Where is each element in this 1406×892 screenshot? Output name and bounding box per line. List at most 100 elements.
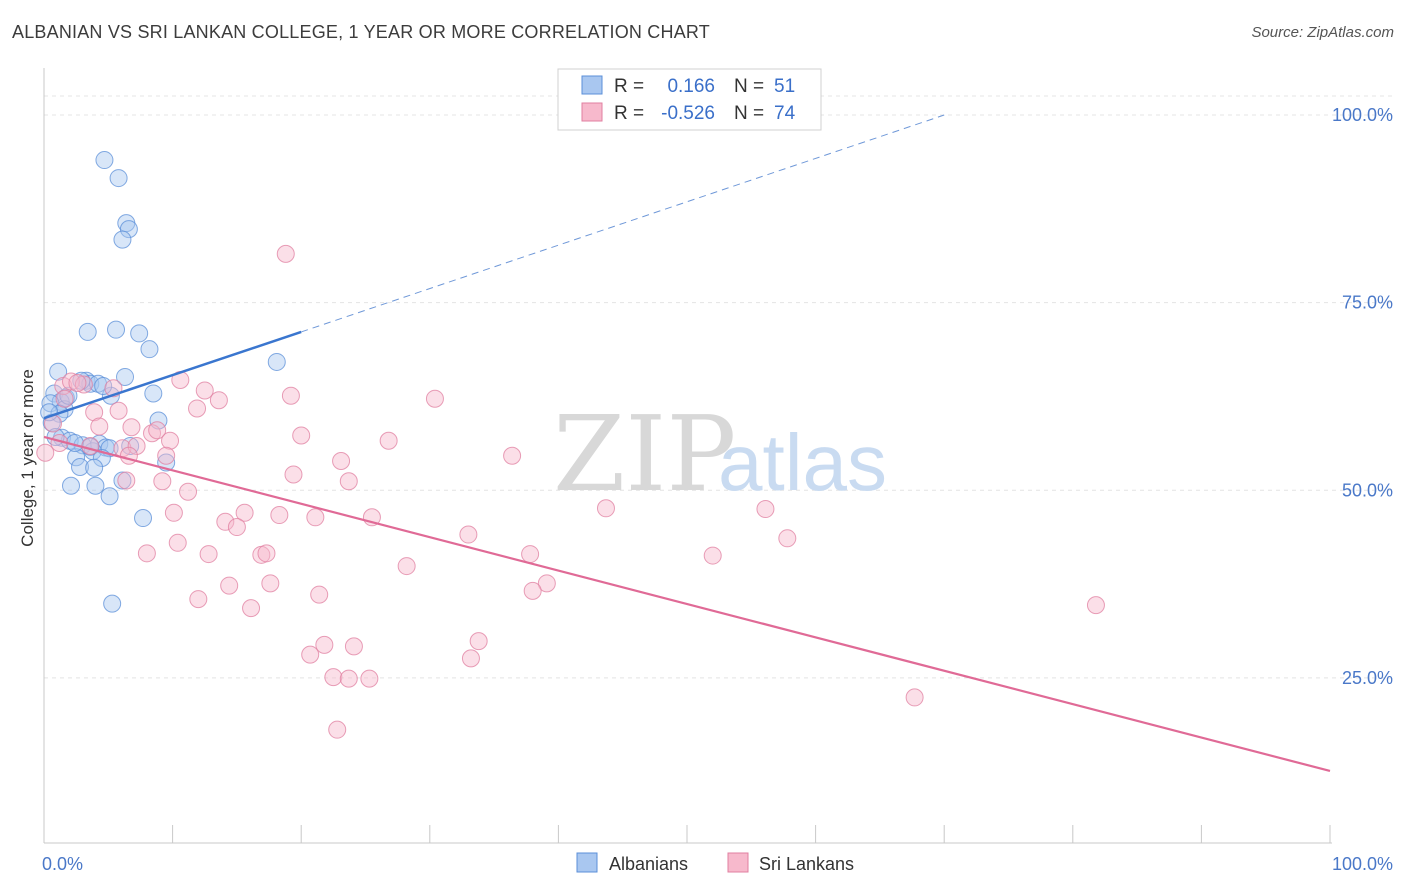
point-albanians-33 xyxy=(67,448,86,467)
source-credit: Source: ZipAtlas.com xyxy=(1251,24,1394,41)
point-srilankans-20 xyxy=(161,431,180,450)
point-srilankans-34 xyxy=(36,443,55,462)
point-srilankans-17 xyxy=(148,421,167,440)
point-albanians-0 xyxy=(95,151,114,170)
point-srilankans-27 xyxy=(332,452,351,471)
point-albanians-9 xyxy=(267,352,286,371)
trend-line-albanians-extension xyxy=(301,114,945,333)
point-albanians-39 xyxy=(62,476,81,495)
point-srilankans-44 xyxy=(459,525,478,544)
point-srilankans-24 xyxy=(127,436,146,455)
point-albanians-42 xyxy=(134,509,153,528)
trend-line-albanians xyxy=(43,330,302,420)
y-tick-label-25: 25.0% xyxy=(1342,668,1393,688)
bottom-legend-srilankans: Sri Lankans xyxy=(759,854,854,874)
point-srilankans-69 xyxy=(360,669,379,688)
point-srilankans-40 xyxy=(306,508,325,527)
point-albanians-1 xyxy=(109,169,128,188)
point-srilankans-61 xyxy=(1086,596,1105,615)
point-srilankans-12 xyxy=(188,399,207,418)
point-srilankans-63 xyxy=(315,635,334,654)
point-albanians-5 xyxy=(78,322,97,341)
trend-line-srilankans xyxy=(43,435,1331,773)
legend-r-value-2: -0.526 xyxy=(661,103,715,124)
legend-r-label-1: R = xyxy=(614,76,644,97)
point-albanians-38 xyxy=(113,471,132,490)
legend-r-value-1: 0.166 xyxy=(667,76,715,97)
point-srilankans-46 xyxy=(778,529,797,548)
point-srilankans-32 xyxy=(117,471,136,490)
point-srilankans-54 xyxy=(220,576,239,595)
point-srilankans-43 xyxy=(227,518,246,537)
point-srilankans-56 xyxy=(537,574,556,593)
point-srilankans-14 xyxy=(90,417,109,436)
point-albanians-4 xyxy=(113,230,132,249)
point-srilankans-25 xyxy=(157,446,176,465)
point-srilankans-57 xyxy=(523,581,542,600)
point-srilankans-13 xyxy=(109,401,128,420)
legend-n-label-2: N = xyxy=(734,103,764,124)
x-tick-label-0: 0.0% xyxy=(42,854,83,874)
chart-title: ALBANIAN VS SRI LANKAN COLLEGE, 1 YEAR O… xyxy=(12,22,710,42)
point-srilankans-22 xyxy=(81,436,100,455)
point-srilankans-68 xyxy=(339,669,358,688)
point-srilankans-64 xyxy=(344,637,363,656)
point-srilankans-70 xyxy=(905,688,924,707)
point-srilankans-58 xyxy=(310,585,329,604)
bottom-legend-swatch-srilankans xyxy=(727,852,749,873)
point-srilankans-16 xyxy=(143,424,162,443)
point-srilankans-6 xyxy=(195,381,214,400)
y-tick-label-75: 75.0% xyxy=(1342,293,1393,313)
bottom-legend-swatch-albanians xyxy=(576,852,598,873)
legend-n-value-1: 51 xyxy=(774,76,795,97)
point-srilankans-35 xyxy=(596,499,615,518)
point-albanians-7 xyxy=(130,324,149,343)
point-albanians-41 xyxy=(100,487,119,506)
point-srilankans-42 xyxy=(216,512,235,531)
point-srilankans-50 xyxy=(257,544,276,563)
point-srilankans-65 xyxy=(301,645,320,664)
legend: R = 0.166 N = 51 R = -0.526 N = 74 xyxy=(557,68,822,131)
point-srilankans-67 xyxy=(324,668,343,687)
point-srilankans-51 xyxy=(521,545,540,564)
point-srilankans-60 xyxy=(242,599,261,618)
point-srilankans-11 xyxy=(85,403,104,422)
point-srilankans-31 xyxy=(153,472,172,491)
y-tick-label-50: 50.0% xyxy=(1342,480,1393,500)
point-srilankans-72 xyxy=(68,373,87,392)
point-srilankans-47 xyxy=(137,544,156,563)
point-srilankans-71 xyxy=(328,720,347,739)
x-tick-labels: 0.0% 100.0% xyxy=(42,854,1393,874)
trend-lines xyxy=(43,114,1331,773)
point-srilankans-19 xyxy=(379,431,398,450)
point-albanians-43 xyxy=(103,594,122,613)
axes xyxy=(43,68,1332,844)
point-albanians-13 xyxy=(116,367,135,386)
point-srilankans-37 xyxy=(164,503,183,522)
y-tick-label-100: 100.0% xyxy=(1332,105,1393,125)
legend-n-label-1: N = xyxy=(734,76,764,97)
point-srilankans-55 xyxy=(261,574,280,593)
point-srilankans-15 xyxy=(122,418,141,437)
point-albanians-40 xyxy=(86,476,105,495)
watermark: ZIP atlas xyxy=(553,393,887,515)
point-albanians-6 xyxy=(107,320,126,339)
point-srilankans-39 xyxy=(270,506,289,525)
point-srilankans-28 xyxy=(503,446,522,465)
point-srilankans-53 xyxy=(397,557,416,576)
watermark-atlas: atlas xyxy=(718,418,887,507)
point-srilankans-59 xyxy=(189,590,208,609)
legend-swatch-albanians xyxy=(581,75,603,95)
point-srilankans-18 xyxy=(292,426,311,445)
point-srilankans-66 xyxy=(461,649,480,668)
point-srilankans-10 xyxy=(55,389,74,408)
point-srilankans-9 xyxy=(425,389,444,408)
point-srilankans-8 xyxy=(281,386,300,405)
gridlines xyxy=(44,95,1392,679)
legend-n-value-2: 74 xyxy=(774,103,796,124)
point-srilankans-52 xyxy=(703,546,722,565)
y-axis-label: College, 1 year or more xyxy=(18,369,37,547)
x-tick-label-100: 100.0% xyxy=(1332,854,1393,874)
y-tick-labels: 25.0% 50.0% 75.0% 100.0% xyxy=(1332,105,1393,688)
